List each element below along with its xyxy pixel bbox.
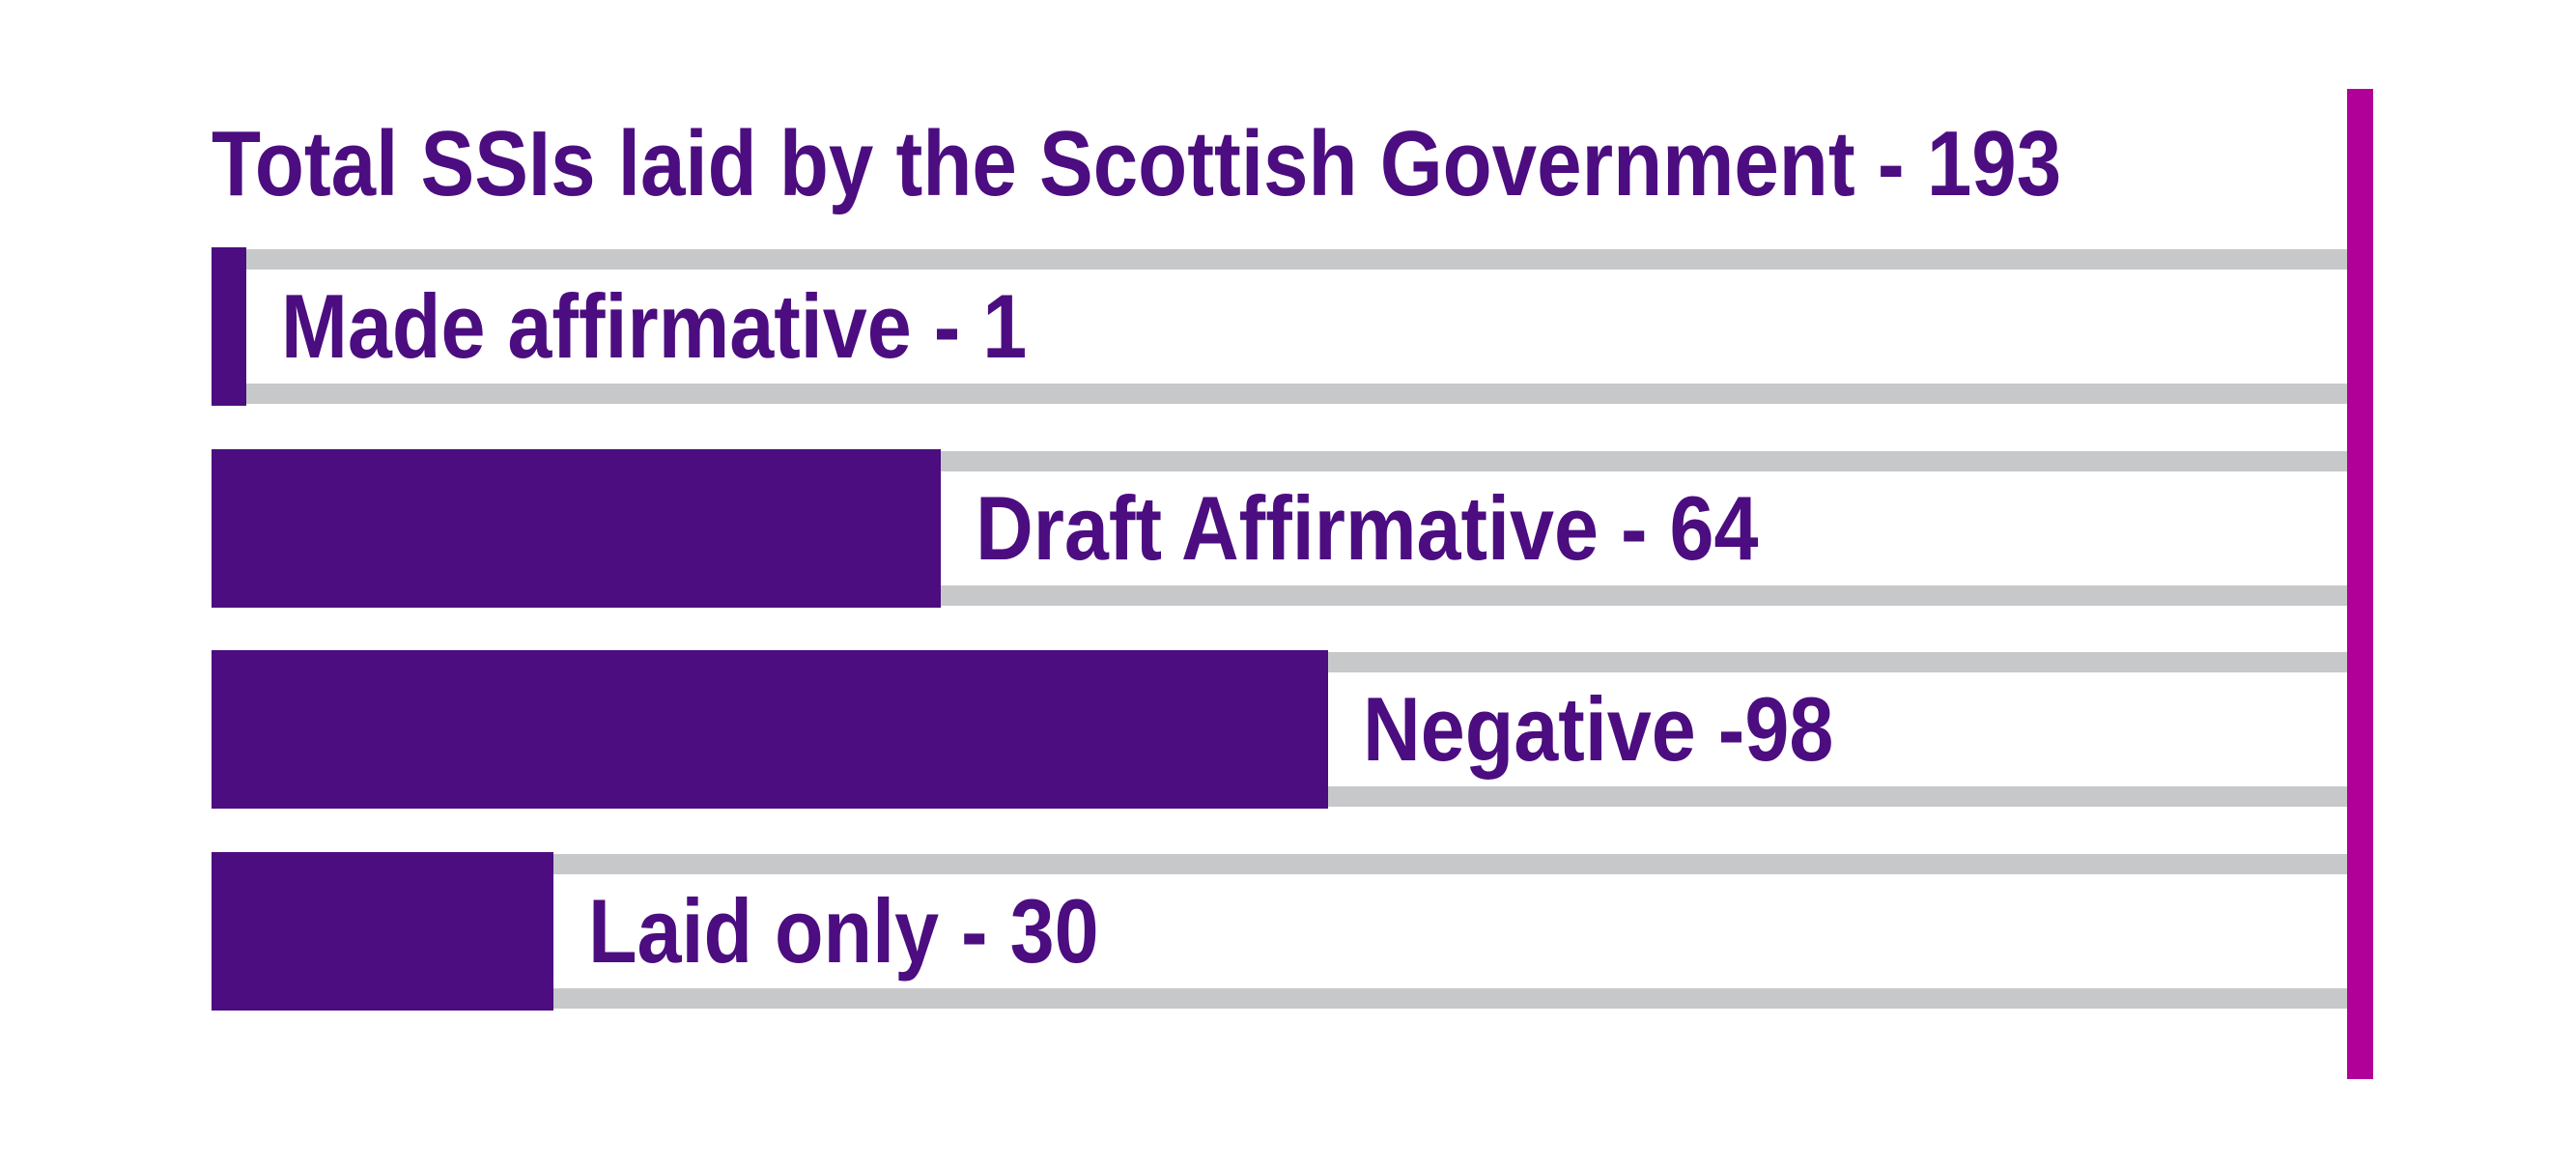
value-bar <box>212 247 246 406</box>
bar-label: Laid only - 30 <box>588 880 1099 982</box>
page-title: Total SSIs laid by the Scottish Governme… <box>212 118 2337 211</box>
value-bar <box>212 650 1328 809</box>
bar-label: Made affirmative - 1 <box>281 275 1028 377</box>
bar-row-negative: Negative -98 <box>212 650 2347 809</box>
value-bar <box>212 449 941 608</box>
bar-label-wrap: Draft Affirmative - 64 <box>976 451 1865 606</box>
bar-row-draft-affirmative: Draft Affirmative - 64 <box>212 449 2347 608</box>
value-bar <box>212 852 553 1011</box>
bar-label-wrap: Made affirmative - 1 <box>281 249 1129 404</box>
bar-label: Draft Affirmative - 64 <box>976 477 1759 579</box>
bar-label-wrap: Negative -98 <box>1363 652 1898 807</box>
bar-row-laid-only: Laid only - 30 <box>212 852 2347 1011</box>
bar-track <box>212 249 2347 404</box>
accent-line <box>2347 89 2373 1079</box>
bar-label-wrap: Laid only - 30 <box>588 854 1169 1009</box>
bar-track <box>212 854 2347 1009</box>
page-title-text: Total SSIs laid by the Scottish Governme… <box>212 112 2062 215</box>
bar-label: Negative -98 <box>1363 678 1834 780</box>
bar-row-made-affirmative: Made affirmative - 1 <box>212 247 2347 406</box>
